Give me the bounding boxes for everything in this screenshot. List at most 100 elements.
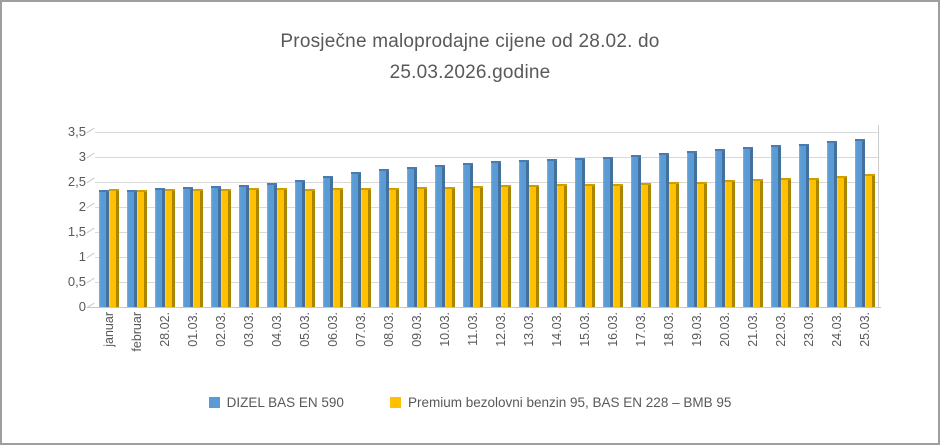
- bar-benzin: [669, 182, 679, 307]
- bar-group: [655, 132, 683, 307]
- bar-dizel: [519, 160, 529, 307]
- y-axis-label: 0: [78, 299, 86, 314]
- x-axis-label-text: 24.03.: [830, 312, 844, 347]
- x-axis-label: januar: [95, 312, 123, 390]
- x-axis-label: 20.03.: [711, 312, 739, 390]
- x-axis-label: 10.03.: [431, 312, 459, 390]
- bar-group: [767, 132, 795, 307]
- x-axis-label-text: 19.03.: [690, 312, 704, 347]
- bar-benzin: [165, 189, 175, 307]
- x-axis-label: 14.03.: [543, 312, 571, 390]
- bar-dizel: [239, 185, 249, 307]
- x-axis-label: februar: [123, 312, 151, 390]
- x-axis-label-text: februar: [130, 312, 144, 352]
- bar-group: [599, 132, 627, 307]
- x-axis-label-text: 22.03.: [774, 312, 788, 347]
- bar-dizel: [127, 190, 137, 307]
- x-axis-label-text: 03.03.: [242, 312, 256, 347]
- bar-dizel: [631, 155, 641, 307]
- bar-group: [487, 132, 515, 307]
- x-axis-label: 15.03.: [571, 312, 599, 390]
- x-axis-label: 02.03.: [207, 312, 235, 390]
- legend-label-benzin: Premium bezolovni benzin 95, BAS EN 228 …: [407, 395, 732, 410]
- bar-benzin: [613, 184, 623, 307]
- gridline: [95, 182, 879, 183]
- x-axis-label-text: 06.03.: [326, 312, 340, 347]
- bar-benzin: [277, 188, 287, 307]
- bar-dizel: [295, 180, 305, 307]
- x-axis-label-text: 20.03.: [718, 312, 732, 347]
- x-axis-label: 06.03.: [319, 312, 347, 390]
- bar-group: [403, 132, 431, 307]
- x-axis-label-text: 05.03.: [298, 312, 312, 347]
- gridline: [95, 132, 879, 133]
- bar-benzin: [249, 188, 259, 307]
- x-axis-label-text: 10.03.: [438, 312, 452, 347]
- x-axis-label: 13.03.: [515, 312, 543, 390]
- x-axis-label: 16.03.: [599, 312, 627, 390]
- bar-group: [795, 132, 823, 307]
- bar-benzin: [725, 180, 735, 307]
- bar-group: [207, 132, 235, 307]
- bar-group: [235, 132, 263, 307]
- x-axis-label-text: 09.03.: [410, 312, 424, 347]
- y-axis-label: 2,5: [67, 174, 86, 189]
- bar-benzin: [865, 174, 875, 307]
- bar-dizel: [407, 167, 417, 307]
- axis-depth-tick-icon: [86, 202, 95, 209]
- bar-benzin: [137, 190, 147, 307]
- legend-swatch-dizel-icon: [208, 397, 220, 408]
- bar-dizel: [99, 190, 109, 307]
- x-axis-label: 01.03.: [179, 312, 207, 390]
- x-axis-label: 05.03.: [291, 312, 319, 390]
- x-axis-label-text: 14.03.: [550, 312, 564, 347]
- bar-dizel: [575, 158, 585, 307]
- bar-group: [431, 132, 459, 307]
- bar-dizel: [463, 163, 473, 307]
- x-axis-label-text: 21.03.: [746, 312, 760, 347]
- bar-group: [571, 132, 599, 307]
- bar-group: [263, 132, 291, 307]
- y-axis-label: 1,5: [67, 224, 86, 239]
- x-axis-label: 03.03.: [235, 312, 263, 390]
- x-axis-label-text: 08.03.: [382, 312, 396, 347]
- x-axis-label-text: 04.03.: [270, 312, 284, 347]
- bar-benzin: [809, 178, 819, 307]
- bar-group: [179, 132, 207, 307]
- gridline: [95, 282, 879, 283]
- x-axis-label-text: 17.03.: [634, 312, 648, 347]
- gridline: [95, 207, 879, 208]
- chart-title-line-1: Prosječne maloprodajne cijene od 28.02. …: [280, 31, 660, 52]
- axis-depth-tick-icon: [86, 177, 95, 184]
- x-axis-label-text: 23.03.: [802, 312, 816, 347]
- y-axis-label: 2: [78, 199, 86, 214]
- bar-benzin: [445, 187, 455, 307]
- bar-dizel: [155, 188, 165, 307]
- x-axis-label: 22.03.: [767, 312, 795, 390]
- bar-dizel: [379, 169, 389, 307]
- bar-group: [123, 132, 151, 307]
- bar-dizel: [799, 144, 809, 307]
- bar-benzin: [193, 189, 203, 307]
- bar-dizel: [547, 159, 557, 307]
- bar-dizel: [603, 157, 613, 307]
- bar-benzin: [837, 176, 847, 307]
- bar-group: [823, 132, 851, 307]
- bar-benzin: [529, 185, 539, 307]
- bar-benzin: [557, 184, 567, 307]
- bar-group: [627, 132, 655, 307]
- legend-item-benzin: Premium bezolovni benzin 95, BAS EN 228 …: [389, 395, 732, 410]
- bar-group: [515, 132, 543, 307]
- x-axis-label: 23.03.: [795, 312, 823, 390]
- x-axis-label: 11.03.: [459, 312, 487, 390]
- x-axis-label-text: 12.03.: [494, 312, 508, 347]
- bar-group: [711, 132, 739, 307]
- plot-wall-right: [878, 125, 879, 307]
- axis-depth-tick-icon: [86, 277, 95, 284]
- x-axis-label-text: 28.02.: [158, 312, 172, 347]
- gridline: [95, 157, 879, 158]
- bar-group: [683, 132, 711, 307]
- legend-label-dizel: DIZEL BAS EN 590: [226, 395, 344, 410]
- bar-dizel: [827, 141, 837, 307]
- bar-dizel: [267, 183, 277, 307]
